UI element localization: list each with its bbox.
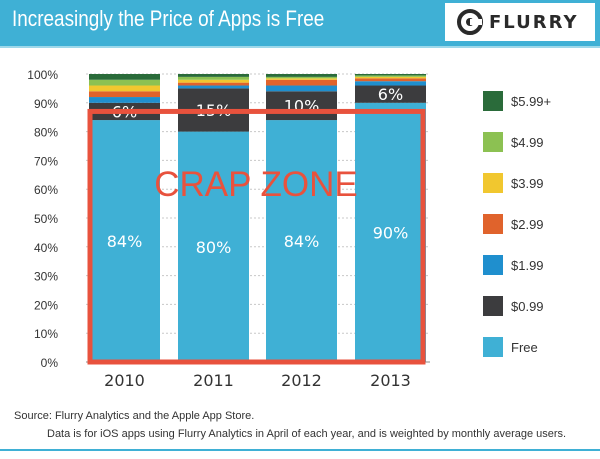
legend-label: $3.99 xyxy=(511,176,544,191)
y-tick-label: 40% xyxy=(34,241,58,255)
bar-segment xyxy=(178,79,249,83)
y-axis: 0% 10% 20% 30% 40% 50% 60% 70% 80% 90% 100% xyxy=(27,68,58,370)
flurry-logo: FLURRY xyxy=(445,3,595,41)
x-tick-label: 2010 xyxy=(104,371,145,390)
stacked-bar-chart: 0% 10% 20% 30% 40% 50% 60% 70% 80% 90% 100% 84% 6% 8… xyxy=(27,68,551,390)
y-tick-label: 90% xyxy=(34,97,58,111)
flurry-logo-icon xyxy=(457,9,483,35)
bars: 84%6%80%15%84%10%90%6% xyxy=(89,74,426,363)
legend-label: $1.99 xyxy=(511,258,544,273)
y-tick-label: 0% xyxy=(41,356,59,370)
y-tick-label: 20% xyxy=(34,298,58,312)
legend-label: Free xyxy=(511,340,538,355)
y-tick-label: 30% xyxy=(34,270,58,284)
legend-label: $5.99+ xyxy=(511,94,551,109)
legend-swatch xyxy=(483,255,503,275)
legend-swatch xyxy=(483,337,503,357)
bar-segment xyxy=(266,85,337,92)
x-axis: 2010 2011 2012 2013 xyxy=(86,361,430,390)
data-note: Data is for iOS apps using Flurry Analyt… xyxy=(47,428,567,440)
data-label: 84% xyxy=(107,232,143,251)
source-note: Source: Flurry Analytics and the Apple A… xyxy=(14,410,255,422)
annotation-label: CRAP ZONE xyxy=(154,165,358,204)
chart-title: Increasingly the Price of Apps is Free xyxy=(12,6,325,31)
bar-segment xyxy=(266,76,337,79)
legend-label: $0.99 xyxy=(511,299,544,314)
x-tick-label: 2012 xyxy=(281,371,322,390)
data-label: 90% xyxy=(373,223,409,242)
bar-segment xyxy=(89,79,160,86)
bar-segment xyxy=(178,76,249,80)
data-label: 6% xyxy=(378,85,403,104)
bar-segment xyxy=(266,79,337,86)
banner-divider xyxy=(0,46,600,48)
bar-segment xyxy=(178,85,249,89)
bar-segment xyxy=(266,91,337,121)
y-tick-label: 70% xyxy=(34,154,58,168)
x-tick-label: 2013 xyxy=(370,371,411,390)
title-banner: Increasingly the Price of Apps is Free F… xyxy=(0,0,600,46)
bar-segment xyxy=(266,120,337,362)
bar-segment xyxy=(355,78,426,82)
bar-segment xyxy=(355,76,426,79)
y-tick-label: 50% xyxy=(34,212,58,226)
bar-segment xyxy=(266,78,337,80)
annotation: CRAP ZONE xyxy=(87,108,426,365)
bar-segment xyxy=(89,91,160,98)
bar-segment xyxy=(178,82,249,86)
legend-swatch xyxy=(483,214,503,234)
legend-swatch xyxy=(483,173,503,193)
y-tick-label: 60% xyxy=(34,183,58,197)
legend-swatch xyxy=(483,91,503,111)
bar-segment xyxy=(355,85,426,103)
y-tick-label: 100% xyxy=(27,68,58,82)
data-label: 80% xyxy=(196,238,232,257)
logo-text: FLURRY xyxy=(489,12,579,33)
bar-segment xyxy=(355,81,426,86)
legend: $5.99+ $4.99 $3.99 $2.99 $1.99 $0.99 Free xyxy=(483,91,551,357)
bar-segment xyxy=(178,74,249,77)
bar-segment xyxy=(89,85,160,92)
bar-segment xyxy=(355,102,426,363)
bar-segment xyxy=(266,74,337,77)
bar-segment xyxy=(89,120,160,362)
annotation-box xyxy=(87,108,426,365)
legend-label: $4.99 xyxy=(511,135,544,150)
legend-label: $2.99 xyxy=(511,217,544,232)
bar-segment xyxy=(355,75,426,77)
bar-segment xyxy=(89,97,160,103)
y-tick-label: 80% xyxy=(34,126,58,140)
legend-swatch xyxy=(483,132,503,152)
data-label: 84% xyxy=(284,232,320,251)
legend-swatch xyxy=(483,296,503,316)
bar-segment xyxy=(89,74,160,80)
bar-segment xyxy=(178,131,249,362)
bar-segment xyxy=(355,74,426,76)
y-tick-label: 10% xyxy=(34,327,58,341)
bottom-divider xyxy=(0,449,600,451)
x-tick-label: 2011 xyxy=(193,371,234,390)
